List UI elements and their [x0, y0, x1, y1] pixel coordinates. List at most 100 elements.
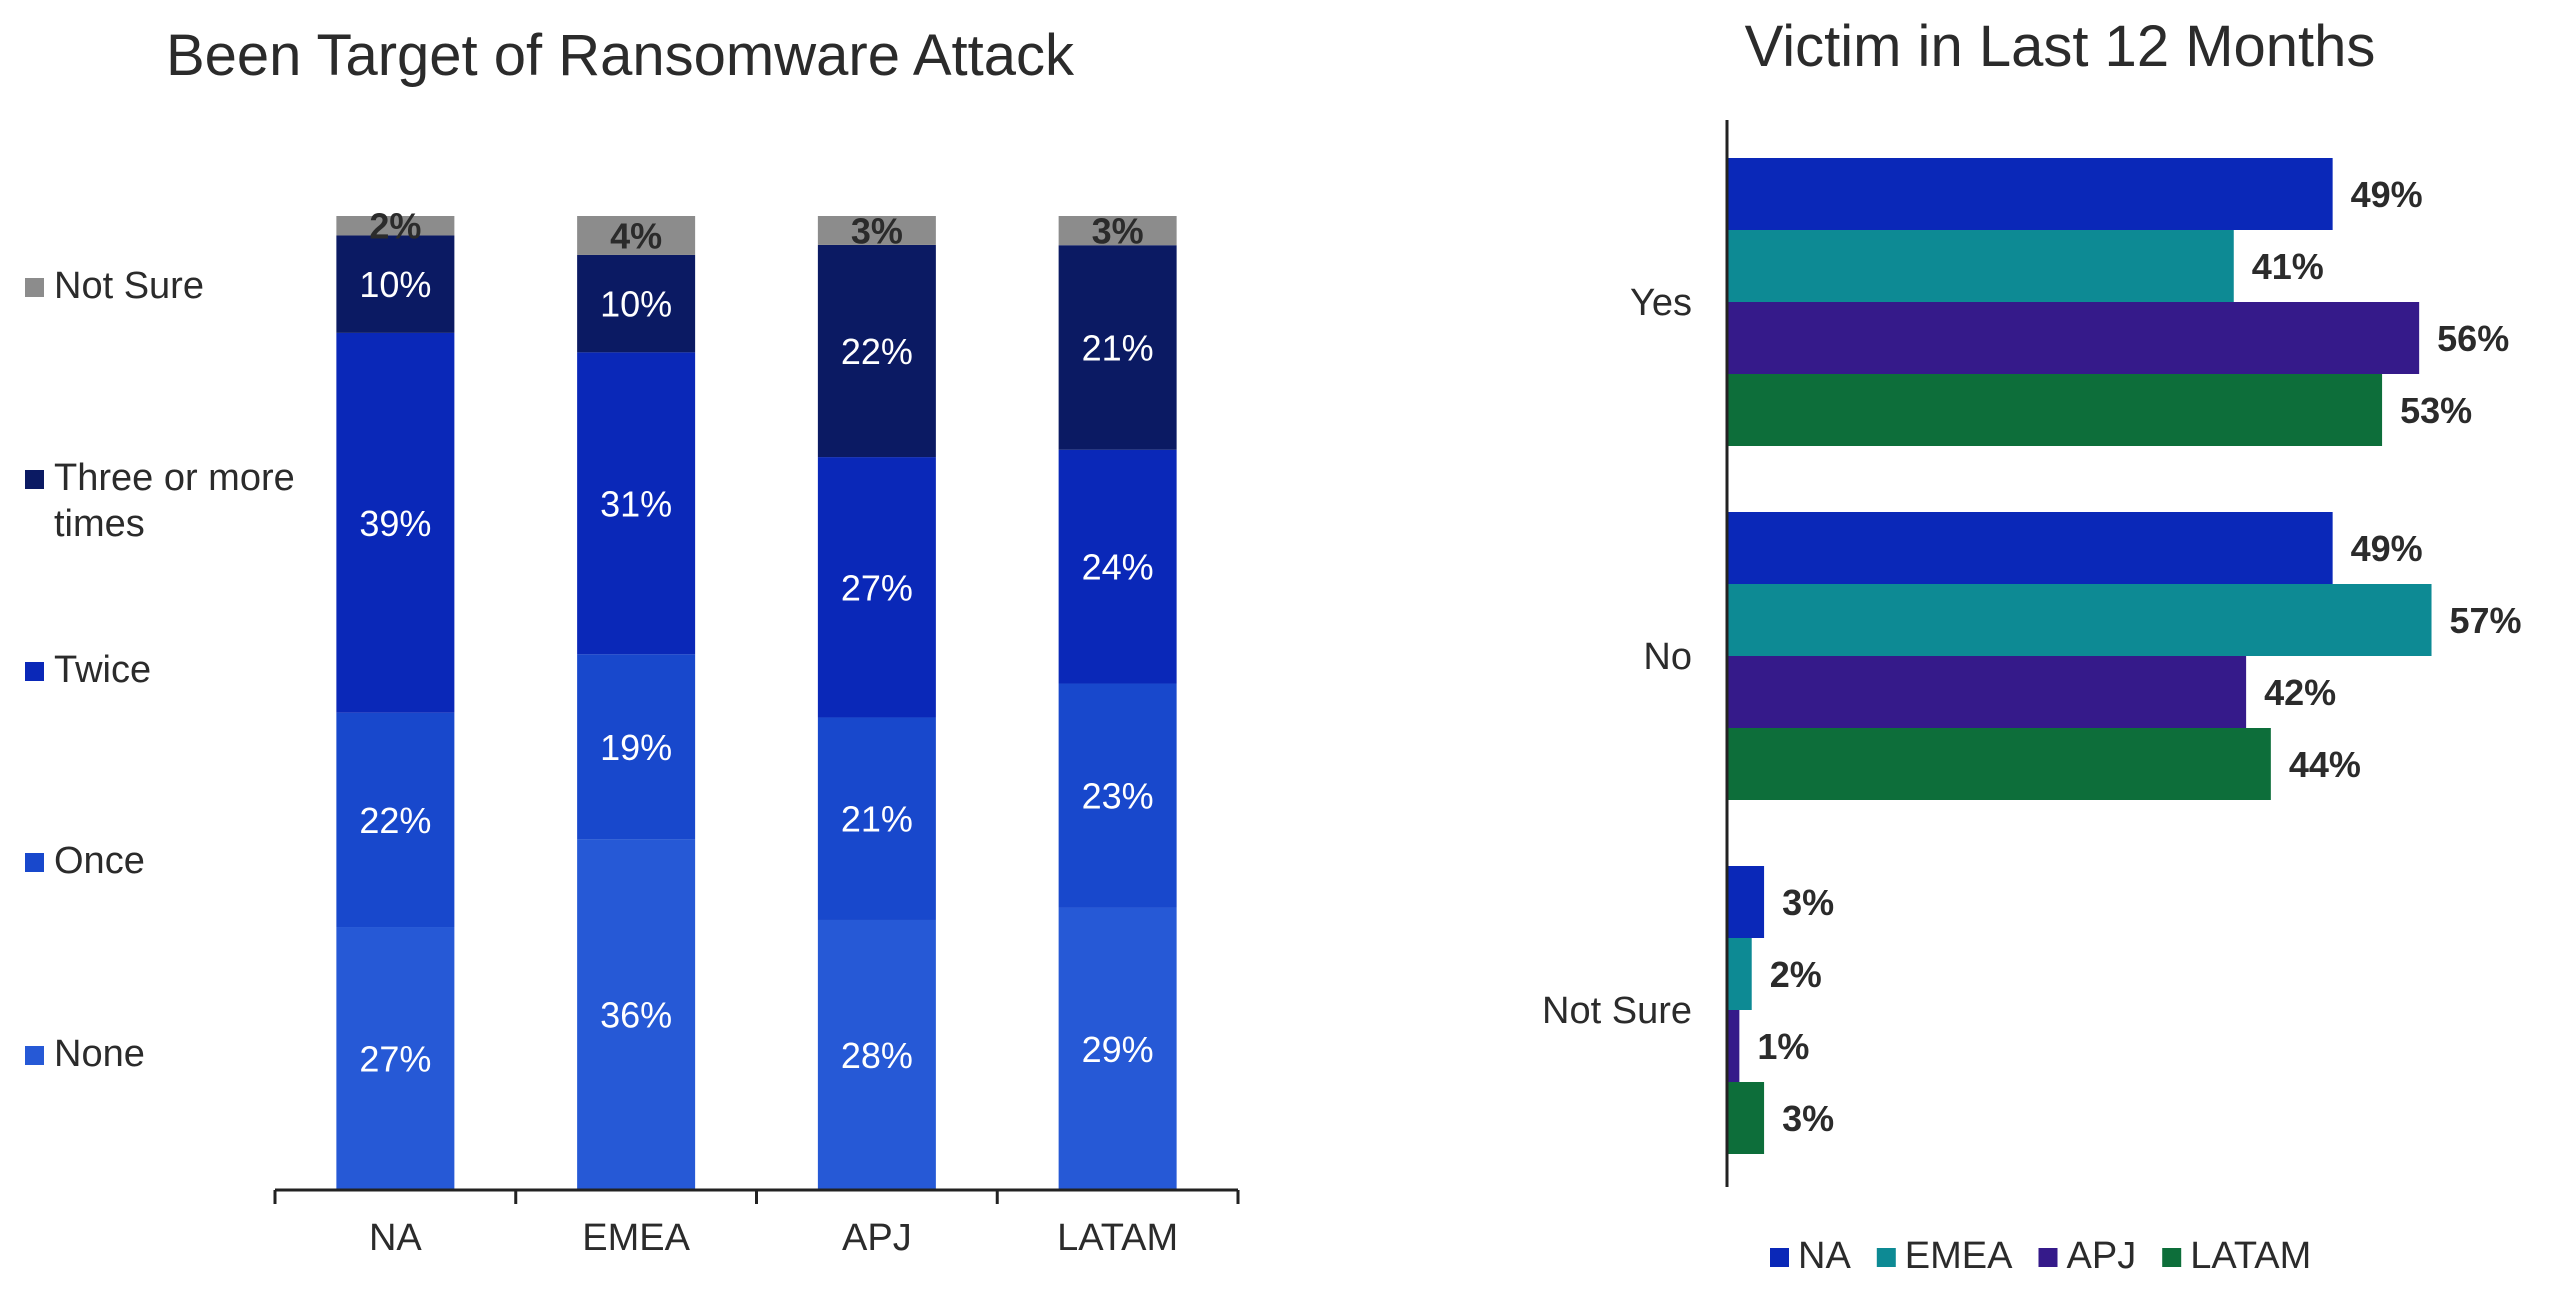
data-label: 3% [1782, 1098, 1834, 1139]
data-label: 3% [851, 210, 903, 251]
data-label: 27% [841, 567, 913, 608]
data-label: 36% [600, 995, 672, 1036]
bars: 49% 41% 56% 53% 49% 57% 42% 44% 3% 2% 1% 3% [1727, 158, 2522, 1154]
y-tick-label: Yes [1630, 282, 1692, 324]
data-label: 53% [2400, 390, 2472, 431]
bar-yes-latam [1727, 374, 2383, 446]
data-label: 10% [600, 284, 672, 325]
stacked-bar-chart: Been Target of Ransomware Attack Not Sur… [25, 23, 1240, 1259]
legend-label-twice: Twice [54, 649, 151, 691]
data-label: 31% [600, 483, 672, 524]
legend-swatch-once [25, 853, 44, 872]
bar-no-na [1727, 512, 2333, 584]
bar-na-twice [336, 332, 455, 713]
data-label: 21% [1082, 327, 1154, 368]
bar-emea-once [577, 654, 696, 840]
data-label: 28% [841, 1035, 913, 1076]
bar-yes-emea [1727, 230, 2234, 302]
data-label: 21% [841, 799, 913, 840]
legend-swatch-emea [1876, 1248, 1896, 1267]
data-label: 23% [1082, 776, 1154, 817]
y-axis: Yes No Not Sure [1542, 120, 1729, 1187]
data-label: 19% [600, 727, 672, 768]
legend-label-emea: EMEA [1905, 1235, 2013, 1277]
legend: NA EMEA APJ LATAM [1770, 1235, 2311, 1277]
data-label: 22% [359, 800, 431, 841]
legend-swatch-twice [25, 662, 44, 681]
bar-not-sure-na [1727, 866, 1765, 938]
data-label: 57% [2450, 600, 2522, 641]
horizontal-bar-chart: Victim in Last 12 Months 49%41%56%53%49%… [1542, 14, 2522, 1277]
data-label: 49% [2351, 174, 2423, 215]
bar-na-three-or-more-times [336, 235, 455, 333]
data-label: 39% [359, 503, 431, 544]
data-label: 29% [1082, 1029, 1154, 1070]
bar-not-sure-latam [1727, 1082, 1765, 1154]
chart-title: Victim in Last 12 Months [1745, 14, 2376, 79]
bar-latam-once [1058, 683, 1177, 908]
bar-apj-three-or-more-times [817, 244, 936, 458]
bar-latam-three-or-more-times [1058, 245, 1177, 450]
data-label: 2% [1770, 954, 1822, 995]
data-label: 4% [610, 215, 662, 256]
bars: 27% 22% 39% 10% 2% 36% 19% 31% 10% 4% 28% 21% 27% 22%… [336, 206, 1177, 1190]
bar-apj-twice [817, 457, 936, 718]
bar-emea-not-sure [577, 216, 696, 255]
x-axis: NA EMEA APJ LATAM [273, 1188, 1240, 1259]
legend-label-latam: LATAM [2190, 1235, 2311, 1277]
data-label: 24% [1082, 547, 1154, 588]
data-label: 3% [1092, 211, 1144, 252]
bar-yes-apj [1727, 302, 2420, 374]
y-tick-label: Not Sure [1542, 990, 1692, 1032]
bar-apj-not-sure [817, 216, 936, 245]
legend-swatch-na [1770, 1248, 1789, 1267]
bar-emea-none [577, 839, 696, 1190]
x-tick-label: NA [369, 1217, 422, 1259]
bar-na-not-sure [336, 216, 455, 236]
bar-latam-twice [1058, 449, 1177, 684]
bar-no-emea [1727, 584, 2432, 656]
legend-label-once: Once [54, 840, 145, 882]
legend-label-not-sure: Not Sure [54, 265, 204, 307]
data-label: 56% [2437, 318, 2509, 359]
x-tick-label: APJ [842, 1217, 912, 1259]
legend-label-three-or-more-times: Three or more times [54, 457, 295, 545]
y-tick-label: No [1643, 636, 1692, 678]
x-tick-label: EMEA [582, 1217, 690, 1259]
legend-label-apj: APJ [2067, 1235, 2137, 1277]
data-label: 44% [2289, 744, 2361, 785]
bar-na-once [336, 712, 455, 928]
data-label: 3% [1782, 882, 1834, 923]
bar-latam-not-sure [1058, 216, 1177, 246]
legend-label-none: None [54, 1033, 145, 1075]
legend-swatch-none [25, 1046, 44, 1065]
bar-yes-na [1727, 158, 2333, 230]
data-label: 41% [2252, 246, 2324, 287]
data-label: 1% [1757, 1026, 1809, 1067]
data-label: 10% [359, 264, 431, 305]
bar-not-sure-emea [1727, 938, 1752, 1010]
data-label: 27% [359, 1039, 431, 1080]
data-label: 42% [2264, 672, 2336, 713]
legend-swatch-not-sure [25, 278, 44, 297]
legend-swatch-three-or-more-times [25, 470, 44, 489]
data-label: 49% [2351, 528, 2423, 569]
legend-label-na: NA [1798, 1235, 1851, 1277]
bar-na-none [336, 927, 455, 1190]
bar-no-apj [1727, 656, 2247, 728]
bar-apj-none [817, 919, 936, 1190]
legend: Not Sure Three or more times Twice Once None [25, 265, 295, 1075]
bar-emea-three-or-more-times [577, 254, 696, 353]
x-tick-label: LATAM [1057, 1217, 1178, 1259]
legend-swatch-apj [2038, 1248, 2058, 1267]
bar-emea-twice [577, 352, 696, 655]
bar-latam-none [1058, 907, 1177, 1190]
chart-title: Been Target of Ransomware Attack [166, 23, 1075, 88]
bar-no-latam [1727, 728, 2271, 800]
data-label: 22% [841, 331, 913, 372]
data-label: 2% [369, 206, 421, 247]
bar-apj-once [817, 717, 936, 920]
legend-swatch-latam [2162, 1248, 2182, 1267]
bar-not-sure-apj [1727, 1010, 1740, 1082]
